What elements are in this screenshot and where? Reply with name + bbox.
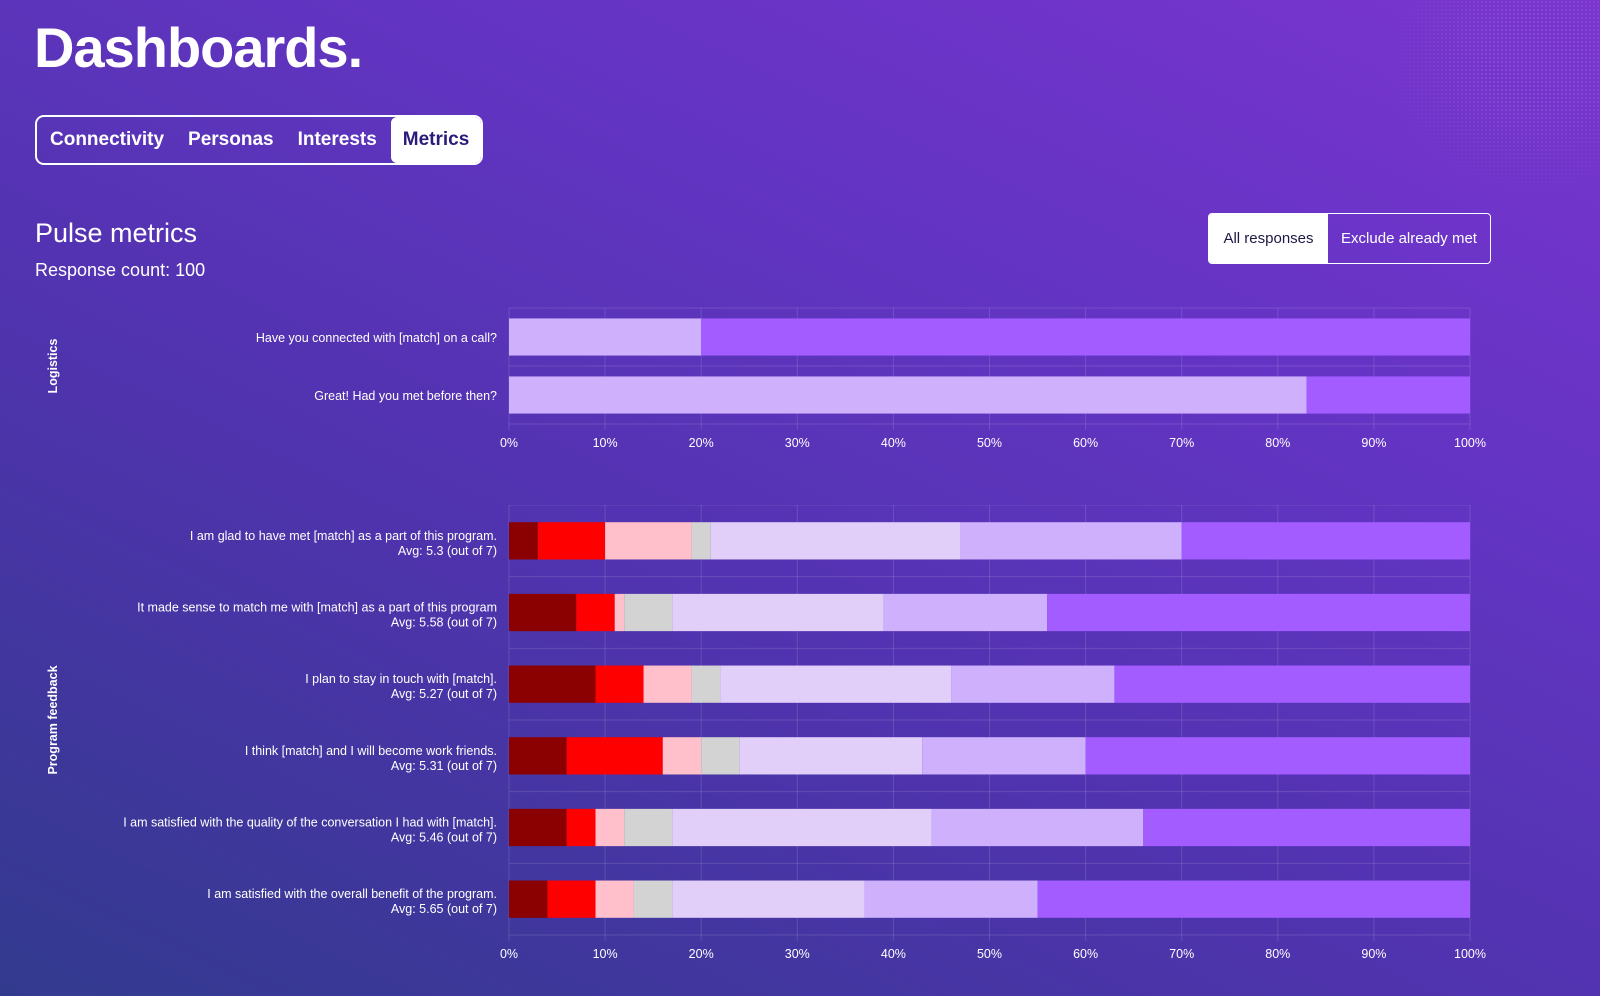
bar-segment-7 [1085, 737, 1470, 775]
tab-interests[interactable]: Interests [297, 129, 377, 150]
bar-segment-2 [547, 880, 596, 918]
tab-connectivity[interactable]: Connectivity [50, 129, 165, 150]
bar-segment-2 [566, 737, 663, 775]
x-tick-label: 40% [881, 436, 906, 450]
bar-segment-6 [883, 593, 1048, 632]
bar-segment-3 [605, 522, 692, 560]
bar-segment-4 [691, 665, 721, 703]
bar-segment-7 [1037, 880, 1470, 918]
bar-segment-6 [960, 522, 1182, 560]
bar-segment-4 [701, 737, 740, 775]
response-filter-toggle: All responses Exclude already met [1208, 213, 1491, 264]
x-tick-label: 50% [977, 947, 1002, 961]
x-tick-label: 60% [1073, 947, 1098, 961]
all-responses-button[interactable]: All responses [1209, 214, 1328, 263]
category-average: Avg: 5.58 (out of 7) [391, 616, 497, 630]
bar-segment-7 [1143, 808, 1470, 847]
bar-segment-1 [509, 737, 567, 775]
x-tick-label: 90% [1361, 436, 1386, 450]
category-average: Avg: 5.31 (out of 7) [391, 759, 497, 773]
page-title: Dashboards. [34, 16, 363, 79]
x-tick-label: 100% [1454, 436, 1486, 450]
category-label: I am satisfied with the quality of the c… [123, 816, 497, 830]
bar-segment-2 [576, 593, 615, 632]
bar-segment-3 [595, 880, 634, 918]
tab-metrics[interactable]: Metrics [390, 117, 482, 163]
x-tick-label: 100% [1454, 947, 1486, 961]
x-tick-label: 40% [881, 947, 906, 961]
x-tick-label: 10% [593, 436, 618, 450]
bar-segment-4 [624, 808, 673, 847]
bar-segment-7 [1047, 593, 1470, 632]
x-tick-label: 0% [500, 436, 518, 450]
category-average: Avg: 5.3 (out of 7) [398, 544, 497, 558]
bar-segment-2 [537, 522, 606, 560]
bar-segment-segment-2 [701, 318, 1470, 356]
bar-segment-5 [672, 808, 932, 847]
category-label: I think [match] and I will become work f… [245, 744, 497, 758]
exclude-already-met-button[interactable]: Exclude already met [1341, 230, 1477, 247]
bar-segment-3 [614, 593, 625, 632]
bar-segment-6 [922, 737, 1086, 775]
bar-segment-4 [624, 593, 673, 632]
bar-segment-4 [633, 880, 673, 918]
x-tick-label: 70% [1169, 947, 1194, 961]
x-tick-label: 60% [1073, 436, 1098, 450]
x-tick-label: 50% [977, 436, 1002, 450]
bar-segment-1 [509, 665, 596, 703]
program-feedback-chart: I am glad to have met [match] as a part … [46, 505, 1486, 961]
x-tick-label: 30% [785, 436, 810, 450]
bar-segment-1 [509, 593, 577, 632]
x-tick-label: 80% [1265, 947, 1290, 961]
bar-segment-5 [710, 522, 961, 560]
bar-segment-7 [1114, 665, 1470, 703]
bar-segment-6 [864, 880, 1038, 918]
category-average: Avg: 5.46 (out of 7) [391, 831, 497, 845]
category-label: I am satisfied with the overall benefit … [207, 887, 497, 901]
section-title: Pulse metrics [35, 218, 198, 248]
bar-segment-5 [720, 665, 952, 703]
dashboard-tabs: Connectivity Personas Interests Metrics [35, 115, 484, 165]
category-average: Avg: 5.27 (out of 7) [391, 687, 497, 701]
category-label: Great! Had you met before then? [314, 389, 497, 403]
x-tick-label: 0% [500, 947, 518, 961]
decorative-dot-pattern [1380, 0, 1600, 200]
bar-segment-1 [509, 808, 567, 847]
bar-segment-3 [595, 808, 625, 847]
category-label: It made sense to match me with [match] a… [137, 601, 497, 615]
bar-segment-2 [566, 808, 596, 847]
bar-segment-5 [672, 880, 865, 918]
bar-segment-segment-2 [1306, 376, 1470, 414]
logistics-chart: Have you connected with [match] on a cal… [46, 307, 1486, 450]
bar-segment-3 [643, 665, 692, 703]
bar-segment-5 [672, 593, 884, 632]
bar-segment-segment-1 [509, 318, 702, 356]
x-tick-label: 80% [1265, 436, 1290, 450]
category-average: Avg: 5.65 (out of 7) [391, 902, 497, 916]
x-tick-label: 30% [785, 947, 810, 961]
bar-segment-1 [509, 522, 538, 560]
bar-segment-4 [691, 522, 711, 560]
bar-segment-6 [951, 665, 1115, 703]
category-label: I am glad to have met [match] as a part … [190, 529, 497, 543]
group-label: Logistics [46, 339, 60, 394]
bar-segment-7 [1181, 522, 1470, 560]
tab-personas[interactable]: Personas [188, 129, 274, 150]
x-tick-label: 10% [593, 947, 618, 961]
x-tick-label: 20% [689, 947, 714, 961]
x-tick-label: 70% [1169, 436, 1194, 450]
bar-segment-1 [509, 880, 548, 918]
bar-segment-2 [595, 665, 644, 703]
response-count: Response count: 100 [35, 260, 206, 280]
x-tick-label: 20% [689, 436, 714, 450]
category-label: I plan to stay in touch with [match]. [305, 672, 497, 686]
group-label: Program feedback [46, 665, 60, 774]
x-tick-label: 90% [1361, 947, 1386, 961]
bar-segment-6 [931, 808, 1144, 847]
bar-segment-3 [662, 737, 702, 775]
bar-segment-5 [739, 737, 923, 775]
category-label: Have you connected with [match] on a cal… [256, 331, 497, 345]
bar-segment-segment-1 [509, 376, 1307, 414]
